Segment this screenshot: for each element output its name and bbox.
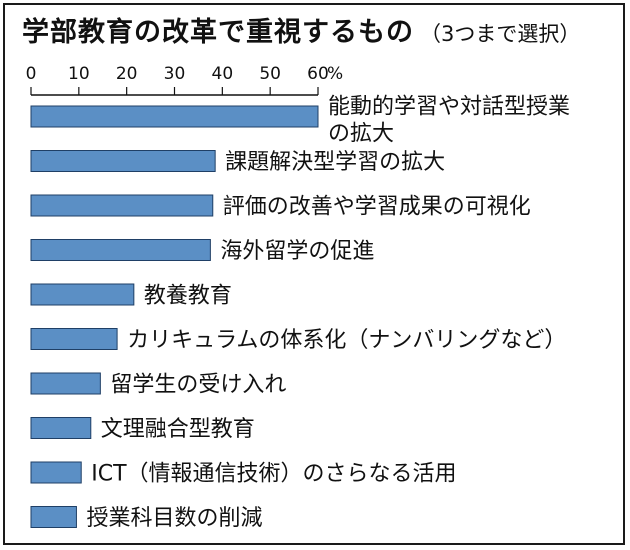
x-tick-label: 0 xyxy=(26,64,37,84)
category-label: 評価の改善や学習成果の可視化 xyxy=(223,195,531,220)
x-tick-label: 40 xyxy=(212,64,234,84)
bar xyxy=(30,417,92,439)
category-label: 留学生の受け入れ xyxy=(110,373,286,398)
bar xyxy=(30,150,216,172)
x-tick-label: 60 xyxy=(307,64,329,84)
chart-title: 学部教育の改革で重視するもの xyxy=(22,17,414,48)
bar xyxy=(30,328,118,350)
chart-subtitle: （3つまで選択） xyxy=(420,22,581,46)
x-tick-label: 10 xyxy=(68,64,90,84)
bar xyxy=(30,239,211,261)
category-label: 文理融合型教育 xyxy=(101,417,255,442)
category-label: 課題解決型学習の拡大 xyxy=(225,150,445,175)
x-tick-label: 30 xyxy=(164,64,186,84)
category-label: 海外留学の促進 xyxy=(220,239,374,264)
category-label: カリキュラムの体系化（ナンバリングなど） xyxy=(127,328,566,353)
x-tick-label: 50 xyxy=(259,64,281,84)
category-label: ICT（情報通信技術）のさらなる活用 xyxy=(91,462,456,487)
chart-frame xyxy=(3,3,625,545)
bar xyxy=(30,105,319,128)
bar xyxy=(30,194,214,217)
bar xyxy=(30,372,101,395)
x-axis-unit: % xyxy=(327,64,343,84)
category-label: 能動的学習や対話型授業 xyxy=(328,95,570,120)
chart-title-block: 学部教育の改革で重視するもの （3つまで選択） xyxy=(22,10,580,49)
bar xyxy=(30,461,82,484)
category-label: 授業科目数の削減 xyxy=(86,506,262,531)
bar xyxy=(30,283,135,306)
bar xyxy=(30,506,77,528)
category-label: の拡大 xyxy=(328,122,394,147)
category-label: 教養教育 xyxy=(144,284,232,309)
x-tick-label: 20 xyxy=(116,64,138,84)
